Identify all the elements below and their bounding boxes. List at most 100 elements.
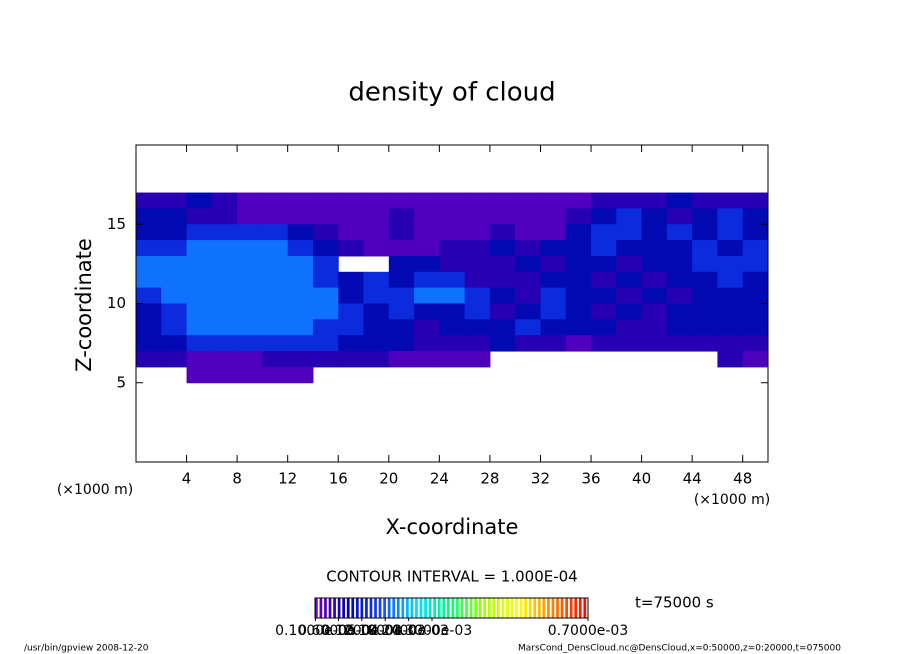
cell <box>312 271 339 289</box>
cell <box>287 255 314 273</box>
cell <box>262 255 289 273</box>
cell <box>616 319 643 336</box>
cell <box>489 271 516 289</box>
colorbar-swatch <box>337 598 341 618</box>
cell <box>262 240 289 257</box>
colorbar-swatch <box>365 598 368 618</box>
cell <box>439 240 466 257</box>
cell <box>136 255 162 273</box>
cell <box>363 192 390 209</box>
cell <box>464 319 491 336</box>
cell <box>489 240 516 257</box>
colorbar-frame <box>314 597 589 619</box>
cell <box>742 224 769 241</box>
cell <box>565 319 592 336</box>
cell <box>489 319 516 336</box>
colorbar-swatch <box>542 598 546 618</box>
colorbar-swatch <box>524 598 528 618</box>
cell <box>312 208 339 225</box>
cell <box>186 287 213 304</box>
colorbar-swatch <box>437 598 441 618</box>
cell <box>742 303 769 320</box>
cell <box>237 319 263 336</box>
cell <box>439 192 466 209</box>
colorbar-swatch <box>560 598 564 618</box>
cell <box>338 303 365 320</box>
colorbar-swatch <box>433 598 437 618</box>
cell <box>136 271 162 289</box>
cell <box>186 240 213 257</box>
colorbar-swatch <box>328 598 332 618</box>
cell <box>641 208 668 225</box>
cell <box>237 351 263 368</box>
cell <box>414 208 440 225</box>
chart-title: density of cloud <box>348 78 555 108</box>
colorbar-swatch <box>565 598 568 618</box>
cell <box>136 287 162 304</box>
cell <box>287 366 314 384</box>
colorbar-swatch <box>446 598 450 618</box>
cell <box>717 208 744 225</box>
cell <box>237 303 263 320</box>
cell <box>237 255 263 273</box>
cell <box>540 303 567 320</box>
cell <box>414 224 440 241</box>
cell <box>338 351 365 368</box>
colorbar-swatch <box>456 598 459 618</box>
cell <box>591 224 617 241</box>
cell <box>515 192 541 209</box>
cell <box>136 351 162 368</box>
cell <box>237 271 263 289</box>
cell <box>136 208 162 225</box>
cell <box>363 335 390 352</box>
cell <box>262 192 289 209</box>
cell <box>616 335 643 352</box>
cell <box>312 335 339 352</box>
cell <box>439 255 466 273</box>
cell <box>439 335 466 352</box>
cell <box>692 271 718 289</box>
cell <box>540 255 567 273</box>
cell <box>717 303 744 320</box>
cell <box>464 351 491 368</box>
colorbar-swatch <box>392 598 396 618</box>
cell <box>186 208 213 225</box>
cell <box>616 224 643 241</box>
y-tick-label: 15 <box>107 215 126 233</box>
cell <box>666 224 693 241</box>
cell <box>616 255 643 273</box>
y-axis-label: Z-coordinate <box>72 238 96 372</box>
cell <box>489 303 516 320</box>
cell <box>287 303 314 320</box>
cell <box>186 366 213 384</box>
x-axis-label: X-coordinate <box>386 515 519 539</box>
cell <box>186 271 213 289</box>
colorbar-swatch <box>342 598 346 618</box>
colorbar-swatch <box>355 598 359 618</box>
cell <box>388 303 415 320</box>
cell <box>641 192 668 209</box>
cell <box>692 192 718 209</box>
colorbar-swatch <box>483 598 487 618</box>
cell <box>186 303 213 320</box>
cell <box>692 255 718 273</box>
cell <box>161 192 188 209</box>
cell <box>439 271 466 289</box>
cell <box>439 287 466 304</box>
colorbar-swatch <box>478 598 482 618</box>
cell <box>237 287 263 304</box>
cell <box>641 271 668 289</box>
x-tick-label: 4 <box>182 470 192 488</box>
cell <box>464 208 491 225</box>
colorbar-swatch <box>492 598 496 618</box>
cell <box>666 335 693 352</box>
cell <box>388 208 415 225</box>
cell <box>540 192 567 209</box>
x-tick-label: 24 <box>430 470 449 488</box>
colorbar-swatch <box>556 598 559 618</box>
cell <box>211 319 238 336</box>
cell <box>439 303 466 320</box>
cell <box>211 366 238 384</box>
cell <box>161 303 188 320</box>
cell <box>464 287 491 304</box>
